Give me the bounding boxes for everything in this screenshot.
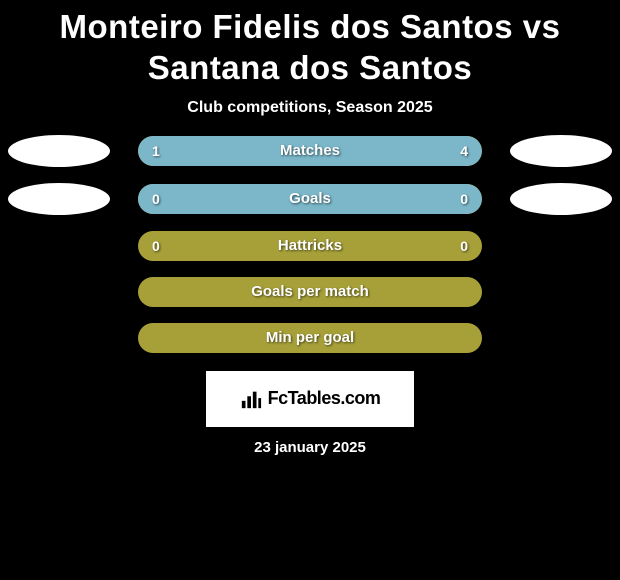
stat-row: 0 0Hattricks	[8, 231, 612, 261]
stats-container: 14Matches 00Goals 0 0Hattricks Goals per mat…	[0, 135, 620, 353]
stat-row: 00Goals	[8, 183, 612, 215]
stat-label: Min per goal	[138, 323, 482, 353]
stat-fill-left	[138, 136, 207, 166]
stat-pill: 0 0Hattricks	[138, 231, 482, 261]
stat-pill: 00Goals	[138, 184, 482, 214]
player-right-marker	[510, 135, 612, 167]
stat-row: 14Matches	[8, 135, 612, 167]
player-left-marker	[8, 135, 110, 167]
bar-chart-icon	[240, 388, 262, 410]
stat-pill: Goals per match	[138, 277, 482, 307]
stat-label: Hattricks	[138, 231, 482, 261]
stat-value-left: 0	[152, 231, 160, 261]
comparison-title: Monteiro Fidelis dos Santos vs Santana d…	[0, 0, 620, 93]
comparison-subtitle: Club competitions, Season 2025	[0, 93, 620, 135]
stat-row: Min per goal	[8, 323, 612, 353]
stat-fill-right	[207, 136, 482, 166]
stat-pill: 14Matches	[138, 136, 482, 166]
source-logo: FcTables.com	[206, 371, 414, 427]
stat-row: Goals per match	[8, 277, 612, 307]
player-left-marker	[8, 183, 110, 215]
stat-label: Goals per match	[138, 277, 482, 307]
source-logo-text: FcTables.com	[268, 388, 381, 409]
player-right-marker	[510, 183, 612, 215]
stat-pill: Min per goal	[138, 323, 482, 353]
stat-fill-right	[138, 184, 482, 214]
generated-date: 23 january 2025	[0, 427, 620, 456]
stat-value-right: 0	[460, 231, 468, 261]
